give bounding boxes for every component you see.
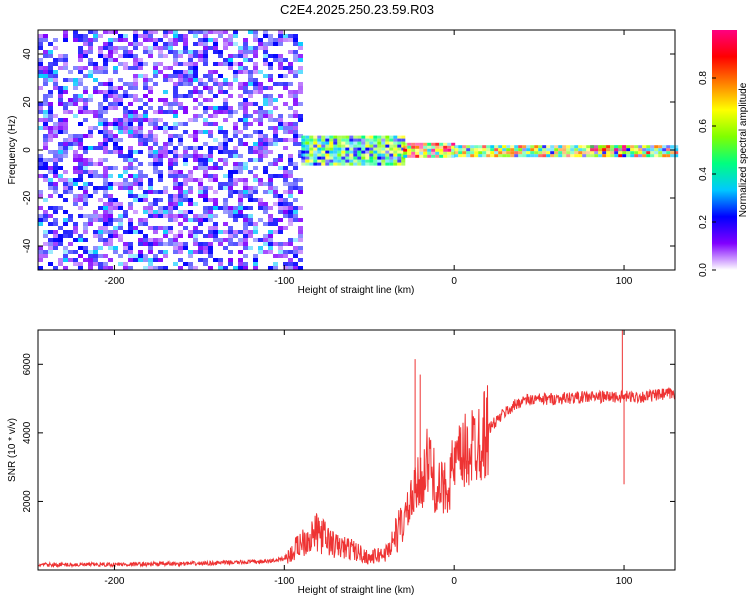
- snr-x-label: Height of straight line (km): [298, 585, 415, 596]
- colorbar-tick-label: 0.8: [698, 71, 709, 85]
- heatmap-region: [301, 135, 406, 166]
- colorbar-gradient: [712, 30, 737, 270]
- x-tick-label: -200: [104, 576, 124, 587]
- snr-spikes: [414, 330, 625, 494]
- y-tick-label: 4000: [22, 421, 33, 444]
- y-tick-label: 2000: [22, 490, 33, 513]
- snr-plot: -200 -100 0 100 2000 4000 6000 Height of stra…: [7, 329, 676, 596]
- heatmap-region: [454, 145, 679, 158]
- heatmap-region: [38, 30, 303, 270]
- y-tick-label: 40: [22, 48, 33, 60]
- x-tick-label: 0: [451, 276, 457, 287]
- spectrogram-area: [38, 30, 679, 270]
- colorbar-tick-label: 0.4: [698, 167, 709, 181]
- x-tick-label: -200: [104, 276, 124, 287]
- snr-x-ticks: -200 -100 0 100: [104, 330, 633, 587]
- y-tick-label: 0: [22, 147, 33, 153]
- y-tick-label: -20: [22, 190, 33, 205]
- heatmap-region: [403, 142, 456, 158]
- x-tick-label: 100: [616, 576, 633, 587]
- x-tick-label: -100: [274, 576, 294, 587]
- figure-title: C2E4.2025.250.23.59.R03: [280, 2, 434, 17]
- spectrogram-y-label: Frequency (Hz): [7, 116, 18, 185]
- colorbar-tick-label: 0.6: [698, 119, 709, 133]
- y-tick-label: -40: [22, 238, 33, 253]
- spectrogram-x-label: Height of straight line (km): [298, 285, 415, 296]
- x-tick-label: 100: [616, 276, 633, 287]
- snr-plot-frame: [37, 329, 676, 571]
- colorbar: 0.0 0.2 0.4 0.6 0.8 Normalized spectral ampl…: [698, 30, 749, 277]
- snr-y-label: SNR (10 * v/v): [7, 418, 18, 482]
- spectrogram-y-ticks: -40 -20 0 20 40: [22, 48, 675, 253]
- colorbar-tick-label: 0.0: [698, 263, 709, 277]
- spectrogram-x-ticks: -200 -100 0 100: [104, 30, 633, 287]
- y-tick-label: 6000: [22, 353, 33, 376]
- snr-y-ticks: 2000 4000 6000: [22, 353, 675, 513]
- snr-plot-background: [38, 330, 675, 570]
- colorbar-label: Normalized spectral amplitude: [738, 82, 749, 217]
- heatmap-region: [590, 145, 627, 152]
- x-tick-label: -100: [274, 276, 294, 287]
- x-tick-label: 0: [451, 576, 457, 587]
- colorbar-ticks: 0.0 0.2 0.4 0.6 0.8: [698, 71, 716, 277]
- y-tick-label: 20: [22, 96, 33, 108]
- colorbar-tick-label: 0.2: [698, 215, 709, 229]
- snr-series-line: [37, 385, 676, 569]
